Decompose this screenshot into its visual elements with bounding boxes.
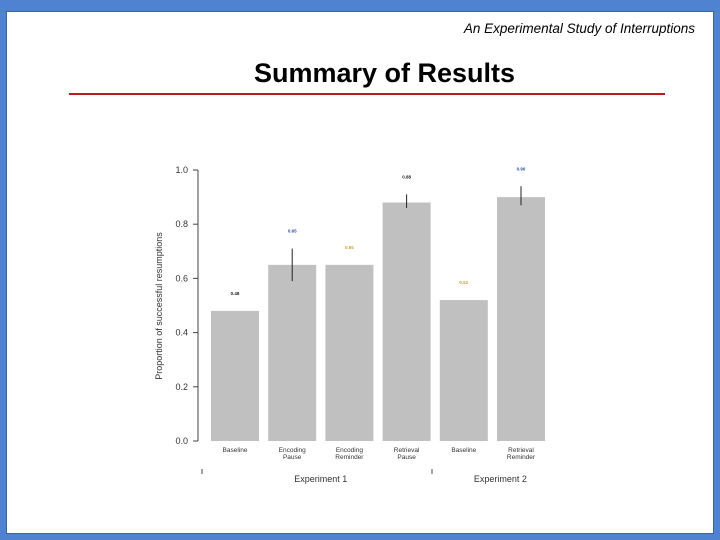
y-tick-label: 0.4 — [175, 328, 188, 338]
y-tick-label: 0.2 — [175, 382, 188, 392]
data-label: 0.90 — [517, 166, 526, 171]
y-tick-label: 0.8 — [175, 219, 188, 229]
data-label: 0.48 — [231, 291, 240, 296]
data-label: 0.52 — [459, 280, 468, 285]
x-category-labels: Baseline Encoding Pause Encoding Reminder Ret… — [223, 447, 536, 461]
x-category-label: Retrieval Reminder — [507, 447, 536, 461]
y-tick-label: 0.0 — [175, 436, 188, 446]
y-axis: 0.0 0.2 0.4 0.6 0.8 1.0 — [175, 165, 199, 446]
bar — [211, 310, 259, 441]
x-category-label: Baseline — [223, 447, 248, 454]
bars — [211, 197, 545, 441]
bar — [268, 264, 317, 441]
data-label: 0.65 — [345, 245, 354, 250]
x-category-label: Encoding Pause — [279, 447, 306, 461]
bar — [325, 264, 374, 441]
data-labels: 0.48 0.65 0.65 0.88 0.52 0.90 — [231, 166, 526, 296]
y-tick-label: 1.0 — [175, 165, 188, 175]
group-label: Experiment 2 — [474, 474, 527, 484]
slide-header-caption: An Experimental Study of Interruptions — [463, 21, 695, 36]
bar — [497, 197, 545, 441]
error-bars — [291, 186, 522, 282]
data-label: 0.88 — [402, 174, 411, 179]
data-label: 0.65 — [288, 229, 297, 234]
title-underline — [69, 93, 665, 95]
y-axis-label: Proportion of successful resumptions — [154, 232, 164, 380]
x-category-label: Encoding Reminder — [335, 447, 364, 461]
slide-title: Summary of Results — [253, 58, 516, 88]
group-labels: Experiment 1 Experiment 2 — [201, 469, 527, 484]
group-label: Experiment 1 — [294, 474, 347, 484]
bar — [382, 202, 431, 441]
y-tick-label: 0.6 — [175, 273, 188, 283]
x-category-label: Retrieval Pause — [394, 447, 420, 461]
bar — [439, 300, 488, 441]
x-category-label: Baseline — [451, 447, 476, 454]
